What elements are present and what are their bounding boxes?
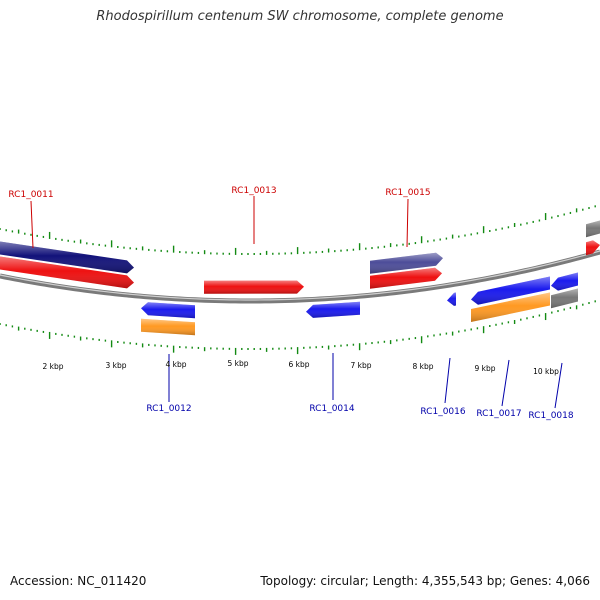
scale-labels: 2 kbp 3 kbp 4 kbp 5 kbp 6 kbp 7 kbp 8 kbp 9 kbp… [42,359,559,376]
upper-tick-ring [0,205,596,255]
orange-feature-shading [471,292,550,322]
scale-label: 6 kbp [288,360,309,369]
gray-feature-shading [586,220,600,238]
leader-line [501,359,510,407]
leader-line [406,198,409,248]
gene-label: RC1_0013 [231,186,276,196]
leader-line [554,362,563,409]
gene-label: RC1_0014 [309,404,354,414]
leader-line [444,357,451,404]
scale-label: 3 kbp [105,361,126,370]
genome-summary-text: Topology: circular; Length: 4,355,543 bp… [260,574,590,588]
blue-gene-shading [447,292,456,306]
gene-label: RC1_0018 [528,411,573,421]
genome-backbone [0,249,600,304]
gene-label: RC1_0016 [420,407,465,417]
gene-label: RC1_0015 [385,188,430,198]
scale-label: 7 kbp [350,361,371,370]
scale-label: 8 kbp [412,362,433,371]
blue-gene-shading [551,272,578,291]
gray-feature-shading [551,288,578,309]
blue-gene-shading [471,276,550,305]
gene-label: RC1_0017 [476,409,521,419]
orange-feature-shading [141,318,195,336]
blue-gene-shading [306,301,360,318]
scale-label: 9 kbp [474,364,495,373]
red-gene-shading [0,256,134,289]
scale-label: 10 kbp [533,367,559,376]
gene-features [0,220,600,336]
blue-gene-shading [141,302,195,319]
leader-line [30,200,34,249]
red-gene-shading [370,267,442,289]
backbone-track [0,249,600,304]
map-title: Rhodospirillum centenum SW chromosome, c… [96,9,504,24]
accession-text: Accession: NC_011420 [10,574,147,588]
scale-label: 4 kbp [165,360,186,369]
slate-feature-shading [370,252,443,274]
scale-label: 2 kbp [42,362,63,371]
red-gene-shading [586,240,600,256]
red-gene-shading [204,280,304,294]
gene-label: RC1_0012 [146,404,191,414]
scale-label: 5 kbp [227,359,248,368]
navy-feature-shading [0,241,134,274]
gene-label: RC1_0011 [8,190,53,200]
gene-labels: RC1_0011 RC1_0013 RC1_0015 RC1_0012 RC1_0014… [8,186,573,421]
label-leader-lines [30,196,563,409]
lower-tick-ring [0,300,596,355]
backbone-highlight [0,250,600,301]
